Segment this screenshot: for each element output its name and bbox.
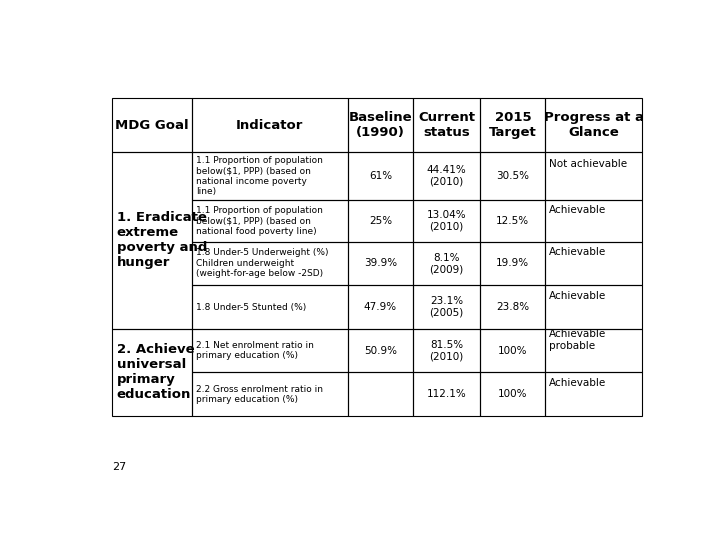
- Bar: [480, 329, 545, 373]
- Bar: [413, 152, 480, 200]
- Text: 44.41%
(2010): 44.41% (2010): [427, 165, 467, 187]
- Text: 27: 27: [112, 462, 127, 472]
- Text: 19.9%: 19.9%: [496, 258, 529, 268]
- Bar: [348, 373, 413, 416]
- Bar: [348, 329, 413, 373]
- Text: 1. Eradicate
extreme
poverty and
hunger: 1. Eradicate extreme poverty and hunger: [117, 212, 207, 269]
- Text: Achievable: Achievable: [549, 247, 606, 258]
- Bar: [192, 98, 348, 152]
- Bar: [112, 152, 192, 329]
- Text: Achievable: Achievable: [549, 291, 606, 301]
- Text: 1.1 Proportion of population
below($1, PPP) (based on
national food poverty line: 1.1 Proportion of population below($1, P…: [196, 206, 323, 235]
- Text: Current
status: Current status: [418, 111, 475, 139]
- Text: 8.1%
(2009): 8.1% (2009): [429, 253, 464, 274]
- Text: 100%: 100%: [498, 389, 528, 399]
- Bar: [413, 200, 480, 241]
- Bar: [192, 373, 348, 416]
- Bar: [545, 373, 642, 416]
- Text: Baseline
(1990): Baseline (1990): [348, 111, 412, 139]
- Bar: [480, 200, 545, 241]
- Text: 1.8 Under-5 Underweight (%)
Children underweight
(weight-for-age below -2SD): 1.8 Under-5 Underweight (%) Children und…: [196, 248, 328, 278]
- Text: Not achievable: Not achievable: [549, 159, 627, 169]
- Bar: [192, 200, 348, 241]
- Text: 1.8 Under-5 Stunted (%): 1.8 Under-5 Stunted (%): [196, 302, 306, 312]
- Bar: [480, 98, 545, 152]
- Bar: [192, 152, 348, 200]
- Bar: [480, 241, 545, 285]
- Bar: [480, 285, 545, 329]
- Bar: [192, 241, 348, 285]
- Text: 2015
Target: 2015 Target: [489, 111, 536, 139]
- Bar: [348, 241, 413, 285]
- Bar: [545, 285, 642, 329]
- Text: 2.2 Gross enrolment ratio in
primary education (%): 2.2 Gross enrolment ratio in primary edu…: [196, 384, 323, 404]
- Bar: [348, 98, 413, 152]
- Text: Indicator: Indicator: [236, 119, 304, 132]
- Text: Achievable
probable: Achievable probable: [549, 329, 606, 350]
- Bar: [545, 98, 642, 152]
- Bar: [413, 285, 480, 329]
- Text: 13.04%
(2010): 13.04% (2010): [427, 210, 467, 232]
- Text: 23.8%: 23.8%: [496, 302, 529, 312]
- Bar: [545, 152, 642, 200]
- Text: 100%: 100%: [498, 346, 528, 356]
- Bar: [348, 285, 413, 329]
- Text: 61%: 61%: [369, 171, 392, 181]
- Bar: [348, 152, 413, 200]
- Bar: [545, 241, 642, 285]
- Text: Progress at a
Glance: Progress at a Glance: [544, 111, 644, 139]
- Text: 1.1 Proportion of population
below($1, PPP) (based on
national income poverty
li: 1.1 Proportion of population below($1, P…: [196, 156, 323, 196]
- Text: 50.9%: 50.9%: [364, 346, 397, 356]
- Text: 112.1%: 112.1%: [427, 389, 467, 399]
- Text: 23.1%
(2005): 23.1% (2005): [429, 296, 464, 318]
- Bar: [192, 285, 348, 329]
- Text: 30.5%: 30.5%: [496, 171, 529, 181]
- Text: Achievable: Achievable: [549, 379, 606, 388]
- Text: 39.9%: 39.9%: [364, 258, 397, 268]
- Text: 25%: 25%: [369, 215, 392, 226]
- Bar: [545, 329, 642, 373]
- Text: Achievable: Achievable: [549, 205, 606, 215]
- Bar: [413, 241, 480, 285]
- Bar: [112, 98, 192, 152]
- Bar: [112, 329, 192, 416]
- Bar: [413, 329, 480, 373]
- Text: 47.9%: 47.9%: [364, 302, 397, 312]
- Text: MDG Goal: MDG Goal: [115, 119, 189, 132]
- Bar: [413, 98, 480, 152]
- Text: 2. Achieve
universal
primary
education: 2. Achieve universal primary education: [117, 343, 194, 402]
- Text: 12.5%: 12.5%: [496, 215, 529, 226]
- Bar: [413, 373, 480, 416]
- Bar: [348, 200, 413, 241]
- Bar: [192, 329, 348, 373]
- Text: 2.1 Net enrolment ratio in
primary education (%): 2.1 Net enrolment ratio in primary educa…: [196, 341, 314, 360]
- Bar: [480, 152, 545, 200]
- Text: 81.5%
(2010): 81.5% (2010): [429, 340, 464, 361]
- Bar: [480, 373, 545, 416]
- Bar: [545, 200, 642, 241]
